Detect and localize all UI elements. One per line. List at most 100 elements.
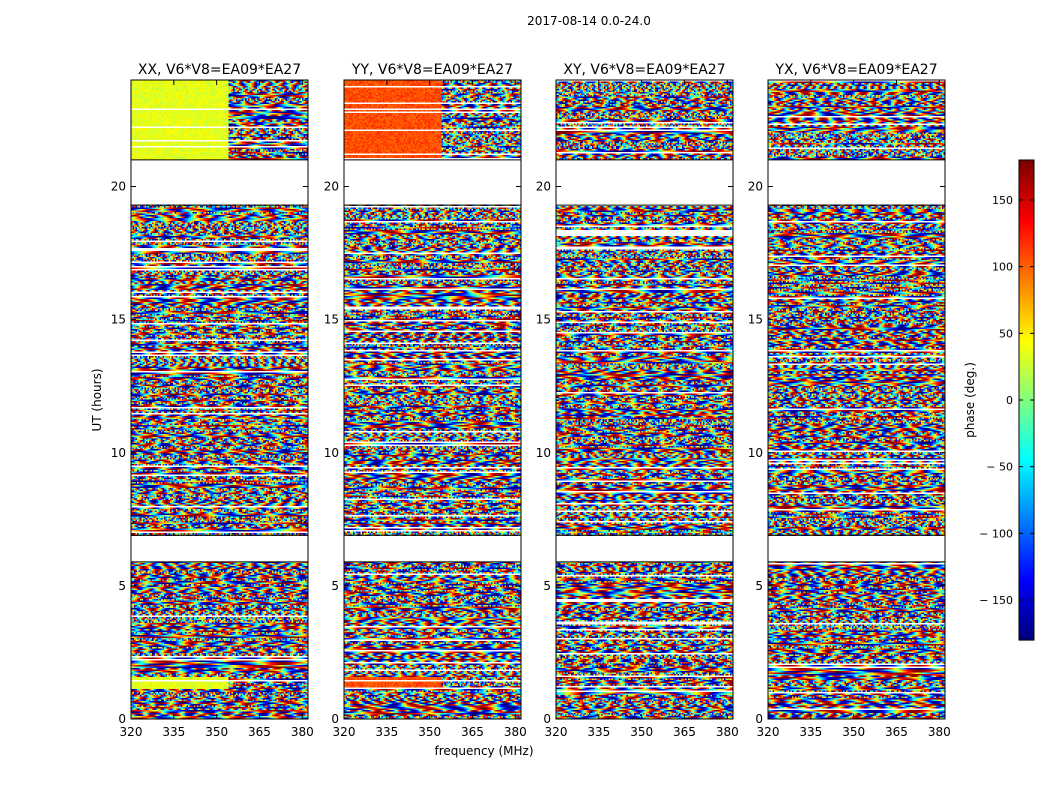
colorbar-segment xyxy=(1019,556,1034,561)
x-tick-label: 350 xyxy=(205,725,228,739)
colorbar-segment xyxy=(1019,300,1034,305)
colorbar-segment xyxy=(1019,500,1034,505)
x-tick-label: 350 xyxy=(842,725,865,739)
colorbar-segment xyxy=(1019,220,1034,225)
x-tick-label: 335 xyxy=(375,725,398,739)
colorbar-segment xyxy=(1019,628,1034,633)
y-tick-label: 5 xyxy=(118,579,126,593)
colorbar-segment xyxy=(1019,228,1034,233)
colorbar-segment xyxy=(1019,292,1034,297)
colorbar-segment xyxy=(1019,316,1034,321)
y-tick-label: 20 xyxy=(111,180,126,194)
panel-title: XX, V6*V8=EA09*EA27 xyxy=(138,62,301,78)
colorbar-segment xyxy=(1019,320,1034,325)
colorbar-segment xyxy=(1019,392,1034,397)
colorbar-segment xyxy=(1019,504,1034,509)
colorbar-tick-label: − 100 xyxy=(979,527,1013,540)
x-tick-label: 350 xyxy=(418,725,441,739)
x-axis-label: frequency (MHz) xyxy=(434,744,533,758)
y-tick-label: 15 xyxy=(536,313,551,327)
colorbar-segment xyxy=(1019,340,1034,345)
x-tick-label: 365 xyxy=(461,725,484,739)
colorbar-segment xyxy=(1019,216,1034,221)
x-tick-label: 350 xyxy=(630,725,653,739)
colorbar-segment xyxy=(1019,560,1034,565)
panel-title: YY, V6*V8=EA09*EA27 xyxy=(351,62,513,78)
colorbar-segment xyxy=(1019,260,1034,265)
colorbar-segment xyxy=(1019,616,1034,621)
y-tick-label: 15 xyxy=(111,313,126,327)
colorbar-segment xyxy=(1019,380,1034,385)
colorbar-segment xyxy=(1019,336,1034,341)
panel-title: YX, V6*V8=EA09*EA27 xyxy=(774,62,937,78)
y-tick-label: 0 xyxy=(118,712,126,726)
colorbar-tick-label: 0 xyxy=(1006,394,1013,407)
phase-heatmap-yx xyxy=(768,80,945,719)
y-tick-label: 10 xyxy=(748,446,763,460)
x-tick-label: 380 xyxy=(291,725,314,739)
x-tick-label: 335 xyxy=(799,725,822,739)
colorbar-segment xyxy=(1019,236,1034,241)
y-tick-label: 20 xyxy=(324,180,339,194)
colorbar-segment xyxy=(1019,588,1034,593)
colorbar-segment xyxy=(1019,348,1034,353)
colorbar-segment xyxy=(1019,496,1034,501)
colorbar-segment xyxy=(1019,308,1034,313)
colorbar-segment xyxy=(1019,364,1034,369)
colorbar-segment xyxy=(1019,368,1034,373)
panel-title: XY, V6*V8=EA09*EA27 xyxy=(563,62,725,78)
colorbar-segment xyxy=(1019,596,1034,601)
x-tick-label: 335 xyxy=(162,725,185,739)
colorbar-segment xyxy=(1019,432,1034,437)
colorbar-segment xyxy=(1019,240,1034,245)
colorbar-segment xyxy=(1019,192,1034,197)
colorbar-segment xyxy=(1019,576,1034,581)
y-tick-label: 10 xyxy=(111,446,126,460)
colorbar-segment xyxy=(1019,440,1034,445)
panel-yy: YY, V6*V8=EA09*EA27 320 335 350 365 380 0 5 10 15… xyxy=(324,62,527,739)
colorbar-segment xyxy=(1019,436,1034,441)
colorbar-segment xyxy=(1019,180,1034,185)
figure-suptitle: 2017-08-14 0.0-24.0 xyxy=(527,14,651,28)
y-tick-label: 5 xyxy=(331,579,339,593)
x-tick-label: 365 xyxy=(673,725,696,739)
colorbar-segment xyxy=(1019,552,1034,557)
colorbar-segment xyxy=(1019,536,1034,541)
axes-frame xyxy=(555,79,734,720)
colorbar-segment xyxy=(1019,312,1034,317)
x-tick-label: 365 xyxy=(885,725,908,739)
colorbar-segment xyxy=(1019,196,1034,201)
colorbar-segment xyxy=(1019,492,1034,497)
colorbar-segment xyxy=(1019,252,1034,257)
colorbar-segment xyxy=(1019,516,1034,521)
y-tick-label: 10 xyxy=(536,446,551,460)
colorbar-segment xyxy=(1019,632,1034,637)
colorbar-segment xyxy=(1019,464,1034,469)
colorbar-segment xyxy=(1019,200,1034,205)
phase-heatmap-yy xyxy=(344,80,521,719)
x-tick-label: 380 xyxy=(504,725,527,739)
colorbar-segment xyxy=(1019,344,1034,349)
colorbar-segment xyxy=(1019,244,1034,249)
colorbar-segment xyxy=(1019,568,1034,573)
colorbar-segment xyxy=(1019,384,1034,389)
colorbar-segment xyxy=(1019,164,1034,169)
colorbar-segment xyxy=(1019,400,1034,405)
y-tick-label: 0 xyxy=(543,712,551,726)
colorbar-segment xyxy=(1019,268,1034,273)
colorbar-segment xyxy=(1019,528,1034,533)
panel-xx: XX, V6*V8=EA09*EA27 320 335 350 365 380 0 5 10 15… xyxy=(111,62,314,739)
colorbar-segment xyxy=(1019,592,1034,597)
colorbar-segment xyxy=(1019,452,1034,457)
y-tick-label: 5 xyxy=(755,579,763,593)
x-tick-label: 380 xyxy=(928,725,951,739)
colorbar-segment xyxy=(1019,456,1034,461)
colorbar-segment xyxy=(1019,264,1034,269)
y-tick-label: 5 xyxy=(543,579,551,593)
x-tick-label: 320 xyxy=(757,725,780,739)
colorbar-segment xyxy=(1019,160,1034,165)
colorbar-segment xyxy=(1019,604,1034,609)
colorbar-segment xyxy=(1019,480,1034,485)
colorbar-segment xyxy=(1019,612,1034,617)
colorbar-segment xyxy=(1019,204,1034,209)
